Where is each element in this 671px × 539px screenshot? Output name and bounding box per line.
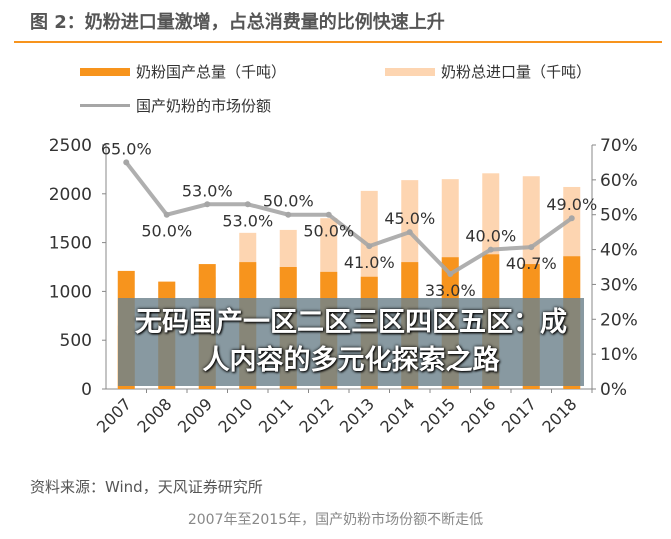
share-data-label: 41.0% xyxy=(344,253,395,272)
chart-title: 图 2：奶粉进口量激增，占总消费量的比例快速上升 xyxy=(30,12,445,33)
right-tick-label: 0% xyxy=(600,380,627,400)
x-tick-label: 2009 xyxy=(174,394,216,436)
left-tick-label: 2500 xyxy=(49,136,92,156)
share-data-label: 50.0% xyxy=(141,222,192,241)
legend-swatch-share xyxy=(80,104,130,107)
left-tick-label: 500 xyxy=(60,331,92,351)
share-point xyxy=(487,246,494,253)
right-tick-label: 70% xyxy=(600,136,638,156)
share-data-label: 33.0% xyxy=(425,281,476,300)
x-tick-label: 2018 xyxy=(538,394,580,436)
share-data-label: 50.0% xyxy=(263,192,314,211)
right-tick-label: 40% xyxy=(600,241,638,261)
legend-swatch-imports xyxy=(385,67,435,76)
legend-label-imports: 奶粉总进口量（千吨） xyxy=(441,63,592,81)
left-tick-label: 0 xyxy=(81,380,92,400)
x-tick-label: 2007 xyxy=(93,394,135,436)
share-point xyxy=(447,270,454,277)
share-point xyxy=(325,211,332,218)
x-tick-label: 2012 xyxy=(295,394,337,436)
banner-text: 无码国产一区二区三区四区五区：成人内容的多元化探索之路 xyxy=(135,307,567,376)
right-tick-label: 10% xyxy=(600,345,638,365)
share-point xyxy=(406,229,413,236)
share-point xyxy=(244,201,251,208)
footer-caption: 2007年至2015年，国产奶粉市场份额不断走低 xyxy=(187,512,484,528)
x-tick-label: 2011 xyxy=(255,394,297,436)
x-tick-label: 2016 xyxy=(457,394,499,436)
legend-share: 国产奶粉的市场份额 xyxy=(80,95,271,116)
share-data-label: 40.7% xyxy=(506,254,557,273)
left-tick-label: 2000 xyxy=(49,185,92,205)
share-data-label: 45.0% xyxy=(384,209,435,228)
x-tick-label: 2015 xyxy=(417,394,459,436)
chart-svg: 0 500 1000 1500 2000 2500 0% 10% 20% 30% 40% 50% 60%… xyxy=(49,136,638,437)
share-point xyxy=(568,215,575,222)
left-tick-label: 1500 xyxy=(49,234,92,254)
title-divider xyxy=(14,41,662,43)
x-tick-label: 2014 xyxy=(376,394,418,436)
right-tick-label: 60% xyxy=(600,171,638,191)
x-tick-label: 2013 xyxy=(336,394,378,436)
x-tick-label: 2010 xyxy=(214,394,256,436)
share-data-label: 50.0% xyxy=(303,222,354,241)
legend-label-share: 国产奶粉的市场份额 xyxy=(136,97,272,115)
source-note: 资料来源：Wind，天风证券研究所 xyxy=(30,478,263,496)
legend-swatch-domestic xyxy=(80,67,130,76)
legend-domestic: 奶粉国产总量（千吨） xyxy=(80,61,286,82)
right-tick-label: 20% xyxy=(600,310,638,330)
share-line xyxy=(124,161,573,277)
share-point xyxy=(204,201,211,208)
share-point xyxy=(528,244,535,251)
share-data-label: 65.0% xyxy=(101,139,152,158)
share-point xyxy=(285,211,292,218)
x-tick-label: 2017 xyxy=(498,394,540,436)
share-data-label: 53.0% xyxy=(182,181,233,200)
left-tick-label: 1000 xyxy=(49,282,92,302)
right-tick-label: 50% xyxy=(600,206,638,226)
legend-imports: 奶粉总进口量（千吨） xyxy=(385,61,591,82)
share-point xyxy=(123,159,130,166)
share-point xyxy=(366,243,373,250)
legend-label-domestic: 奶粉国产总量（千吨） xyxy=(136,63,287,81)
x-tick-label: 2008 xyxy=(133,394,175,436)
share-data-label: 53.0% xyxy=(222,211,273,230)
share-data-label: 49.0% xyxy=(546,195,597,214)
share-point xyxy=(163,211,170,218)
right-tick-label: 30% xyxy=(600,275,638,295)
share-data-label: 40.0% xyxy=(465,227,516,246)
overlay-banner: 无码国产一区二区三区四区五区：成人内容的多元化探索之路 xyxy=(118,298,584,386)
